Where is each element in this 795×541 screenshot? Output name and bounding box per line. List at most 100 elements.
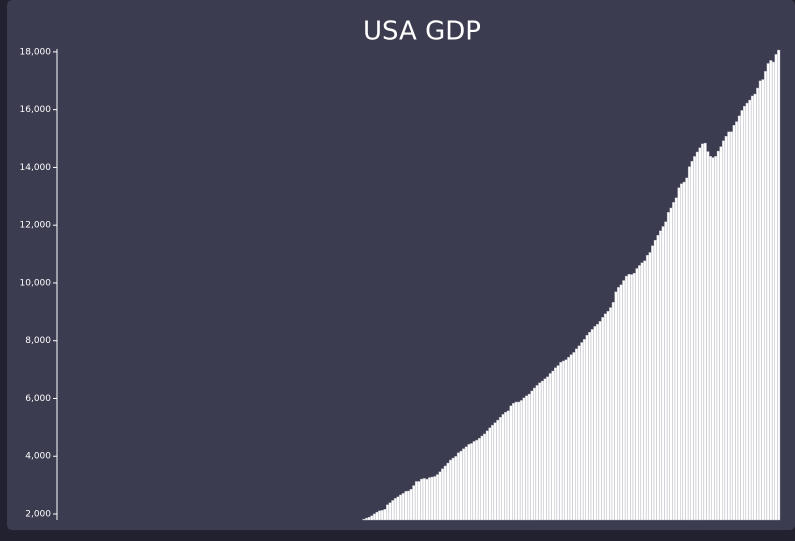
bar bbox=[522, 397, 526, 521]
bar bbox=[517, 401, 521, 521]
bar bbox=[546, 376, 550, 521]
bar bbox=[598, 321, 602, 521]
bar bbox=[425, 478, 429, 521]
bar bbox=[548, 373, 552, 521]
bar bbox=[753, 93, 757, 521]
bar bbox=[414, 481, 418, 521]
bar bbox=[603, 313, 607, 521]
bar bbox=[719, 146, 723, 521]
bar bbox=[714, 156, 718, 521]
bar bbox=[456, 452, 460, 521]
bar bbox=[777, 49, 781, 521]
bar bbox=[590, 329, 594, 521]
bar bbox=[391, 500, 395, 521]
bar bbox=[554, 367, 558, 521]
bar bbox=[609, 307, 613, 521]
bar bbox=[617, 287, 621, 521]
y-tick-label: 2,000 bbox=[25, 509, 51, 519]
bar bbox=[716, 150, 720, 521]
bar bbox=[506, 410, 510, 521]
bar bbox=[611, 302, 615, 521]
bar bbox=[666, 212, 670, 521]
bar bbox=[588, 331, 592, 521]
bar bbox=[774, 54, 778, 521]
bar bbox=[748, 99, 752, 521]
bar bbox=[420, 478, 424, 521]
bar bbox=[743, 105, 747, 521]
bar bbox=[732, 125, 736, 521]
bar bbox=[708, 156, 712, 521]
bar bbox=[525, 395, 529, 521]
bar bbox=[383, 509, 387, 521]
bar bbox=[556, 365, 560, 521]
bar bbox=[727, 131, 731, 521]
bar bbox=[567, 356, 571, 521]
bar bbox=[501, 414, 505, 521]
bar bbox=[624, 275, 628, 521]
y-tick-label: 8,000 bbox=[25, 336, 51, 346]
bar bbox=[643, 260, 647, 521]
bar bbox=[682, 181, 686, 521]
bar bbox=[648, 252, 652, 521]
bar bbox=[535, 385, 539, 521]
bar bbox=[527, 393, 531, 521]
bar bbox=[362, 518, 366, 521]
bar bbox=[724, 136, 728, 521]
bar bbox=[480, 435, 484, 521]
bar bbox=[370, 515, 374, 521]
bar bbox=[572, 352, 576, 521]
bar bbox=[703, 142, 707, 521]
bar bbox=[640, 262, 644, 521]
bar bbox=[756, 87, 760, 521]
bar bbox=[750, 95, 754, 521]
bar bbox=[483, 433, 487, 521]
bar bbox=[698, 147, 702, 521]
bar bbox=[575, 348, 579, 521]
bar bbox=[367, 516, 371, 521]
bar bbox=[701, 143, 705, 521]
bar bbox=[672, 202, 676, 521]
bar bbox=[661, 226, 665, 521]
bar bbox=[601, 317, 605, 521]
bar bbox=[459, 450, 463, 521]
bar bbox=[685, 177, 689, 521]
bar bbox=[412, 485, 416, 521]
bar bbox=[674, 197, 678, 521]
bar bbox=[706, 151, 710, 521]
bar bbox=[596, 323, 600, 521]
bar bbox=[454, 456, 458, 521]
bar bbox=[372, 513, 376, 521]
bar bbox=[635, 268, 639, 521]
bar bbox=[693, 156, 697, 521]
y-tick-label: 14,000 bbox=[20, 163, 52, 173]
bar bbox=[653, 239, 657, 521]
bar bbox=[585, 335, 589, 521]
bar bbox=[417, 481, 421, 521]
bar bbox=[580, 342, 584, 521]
bar bbox=[582, 339, 586, 521]
bar bbox=[485, 430, 489, 521]
y-tick-label: 4,000 bbox=[25, 452, 51, 462]
chart-title: USA GDP bbox=[363, 17, 481, 47]
bar bbox=[475, 439, 479, 521]
bar bbox=[514, 401, 518, 521]
y-tick-label: 12,000 bbox=[20, 221, 52, 231]
bar bbox=[386, 504, 390, 521]
bar bbox=[577, 345, 581, 521]
y-tick-label: 16,000 bbox=[20, 105, 52, 115]
bar bbox=[764, 71, 768, 521]
bar bbox=[564, 359, 568, 521]
bar bbox=[769, 60, 773, 521]
bar bbox=[761, 79, 765, 521]
bar bbox=[687, 166, 691, 521]
bar bbox=[380, 510, 384, 521]
bar bbox=[488, 427, 492, 521]
bar bbox=[569, 354, 573, 521]
bar bbox=[758, 80, 762, 521]
bar bbox=[735, 121, 739, 521]
bar bbox=[399, 494, 403, 521]
bar bbox=[745, 102, 749, 521]
bar bbox=[388, 502, 392, 521]
